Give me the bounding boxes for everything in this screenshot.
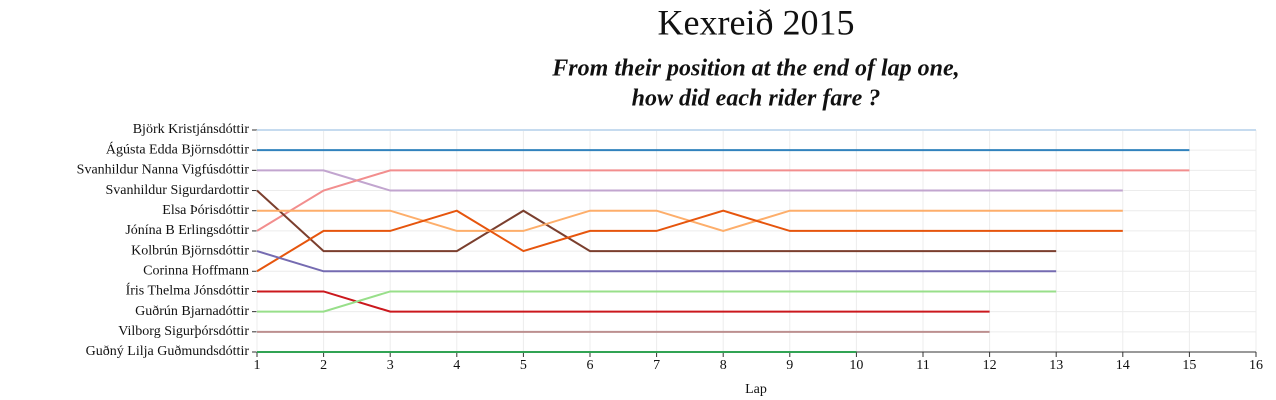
y-tick-label: Corinna Hoffmann bbox=[143, 263, 249, 278]
chart-subtitle: From their position at the end of lap on… bbox=[551, 56, 959, 82]
x-tick-label: 8 bbox=[720, 358, 727, 373]
y-tick-label: Ágústa Edda Björnsdóttir bbox=[106, 140, 249, 157]
x-tick-label: 14 bbox=[1116, 358, 1130, 373]
y-tick-label: Jónína B Erlingsdóttir bbox=[125, 223, 249, 238]
x-tick-label: 4 bbox=[453, 358, 460, 373]
x-tick-label: 7 bbox=[653, 358, 660, 373]
chart-subtitle: how did each rider fare ? bbox=[632, 86, 881, 112]
x-axis-label: Lap bbox=[745, 382, 767, 397]
series-line bbox=[256, 189, 1057, 253]
x-tick-label: 1 bbox=[254, 358, 261, 373]
x-tick-label: 9 bbox=[786, 358, 793, 373]
chart-title: Kexreið 2015 bbox=[658, 2, 855, 42]
x-tick-label: 10 bbox=[849, 358, 863, 373]
series-line bbox=[257, 290, 990, 313]
series-line bbox=[256, 209, 1123, 273]
x-tick-label: 16 bbox=[1249, 358, 1263, 373]
y-tick-label: Elsa Þórisdóttir bbox=[162, 203, 249, 218]
y-tick-label: Kolbrún Björnsdóttir bbox=[131, 243, 249, 258]
y-tick-label: Íris Thelma Jónsdóttir bbox=[126, 282, 250, 299]
x-tick-label: 5 bbox=[520, 358, 527, 373]
series-line bbox=[256, 169, 1190, 232]
y-tick-label: Vilborg Sigurþórsdóttir bbox=[118, 324, 249, 339]
x-tick-label: 6 bbox=[587, 358, 594, 373]
y-tick-label: Björk Kristjánsdóttir bbox=[133, 122, 250, 137]
y-tick-label: Guðrún Bjarnadóttir bbox=[135, 304, 249, 319]
x-tick-label: 11 bbox=[916, 358, 929, 373]
x-tick-label: 15 bbox=[1182, 358, 1196, 373]
y-tick-label: Guðný Lilja Guðmundsdóttir bbox=[86, 344, 250, 359]
x-tick-label: 12 bbox=[983, 358, 997, 373]
x-tick-label: 13 bbox=[1049, 358, 1063, 373]
y-tick-label: Svanhildur Sigurdardottir bbox=[106, 183, 250, 198]
series-line bbox=[256, 250, 1057, 273]
y-tick-label: Svanhildur Nanna Vigfúsdóttir bbox=[77, 163, 250, 178]
x-tick-label: 2 bbox=[320, 358, 327, 373]
series-line bbox=[257, 169, 1123, 192]
series-line bbox=[257, 290, 1057, 313]
x-tick-label: 3 bbox=[387, 358, 394, 373]
